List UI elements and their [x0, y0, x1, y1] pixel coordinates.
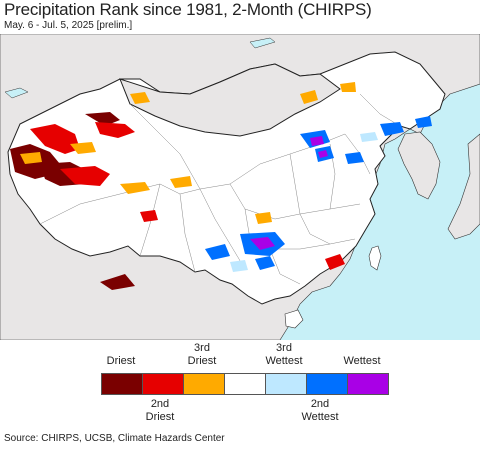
legend-label-wettest: Wettest — [343, 355, 381, 367]
hainan-island — [284, 309, 304, 329]
dry-patches — [10, 82, 356, 290]
legend-swatch-wettest — [347, 373, 389, 395]
korea-peninsula — [397, 131, 441, 200]
legend-swatch-driest — [101, 373, 143, 395]
legend-swatch-3rd-driest — [183, 373, 225, 395]
legend-label-3rd-wettest: 3rd Wettest — [265, 342, 303, 367]
legend-swatch-normal — [224, 373, 266, 395]
precipitation-rank-map — [0, 34, 480, 340]
lake-balkhash — [4, 87, 29, 99]
legend-swatch-2nd-wettest — [306, 373, 348, 395]
map-subtitle: May. 6 - Jul. 5, 2025 [prelim.] — [4, 20, 133, 31]
japan-islands — [447, 133, 480, 240]
legend-label-2nd-driest: 2nd Driest — [145, 398, 175, 423]
legend-swatch-3rd-wettest — [265, 373, 307, 395]
mongolia-area — [119, 63, 341, 137]
map-title: Precipitation Rank since 1981, 2-Month (… — [4, 0, 372, 19]
legend-color-bar — [101, 373, 389, 395]
lake-baikal — [249, 37, 276, 49]
taiwan-island — [368, 245, 382, 271]
legend-swatch-2nd-driest — [142, 373, 184, 395]
legend-label-2nd-wettest: 2nd Wettest — [301, 398, 339, 423]
source-credit: Source: CHIRPS, UCSB, Climate Hazards Ce… — [4, 433, 225, 444]
wet-patches — [205, 116, 432, 272]
legend-label-3rd-driest: 3rd Driest — [187, 342, 217, 367]
legend-label-driest: Driest — [106, 355, 136, 367]
